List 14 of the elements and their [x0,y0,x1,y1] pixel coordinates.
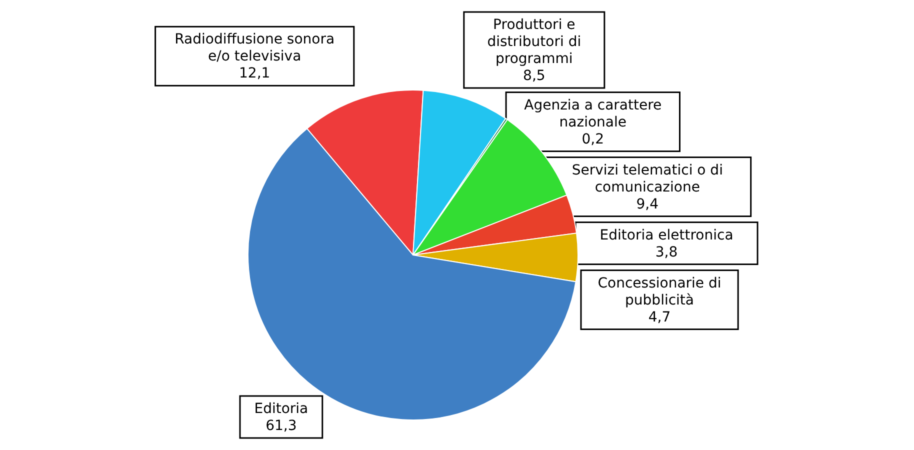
data-label: 8,5 [523,68,546,84]
slice-label: Servizi telematici o di comunicazione [572,162,723,196]
data-label: 3,8 [655,244,678,260]
data-label: 4,7 [648,309,671,326]
slice-label: Concessionarie di pubblicità [598,275,722,308]
slice-label: Radiodiffusione sonora e/o televisiva [174,32,335,65]
data-label: 9,4 [636,196,659,212]
data-label: 0,2 [582,131,604,148]
slice-label: Agenzia a carattere nazionale [524,97,662,130]
data-label: 12,1 [239,66,270,82]
data-label: 61,3 [266,418,297,434]
slice-label: Produttori e distributori di programmi [487,17,582,67]
slice-label: Editoria [254,401,308,417]
slice-label: Editoria elettronica [600,227,734,244]
